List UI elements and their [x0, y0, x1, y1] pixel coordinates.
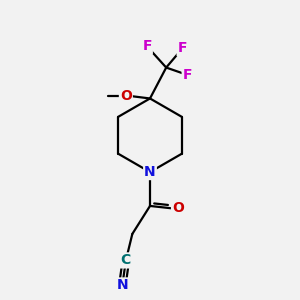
- Text: N: N: [144, 165, 156, 179]
- Text: C: C: [121, 254, 131, 267]
- Text: O: O: [120, 89, 132, 103]
- Text: O: O: [172, 201, 184, 215]
- Text: F: F: [183, 68, 192, 82]
- Text: F: F: [178, 41, 187, 56]
- Text: N: N: [116, 278, 128, 292]
- Text: F: F: [142, 39, 152, 53]
